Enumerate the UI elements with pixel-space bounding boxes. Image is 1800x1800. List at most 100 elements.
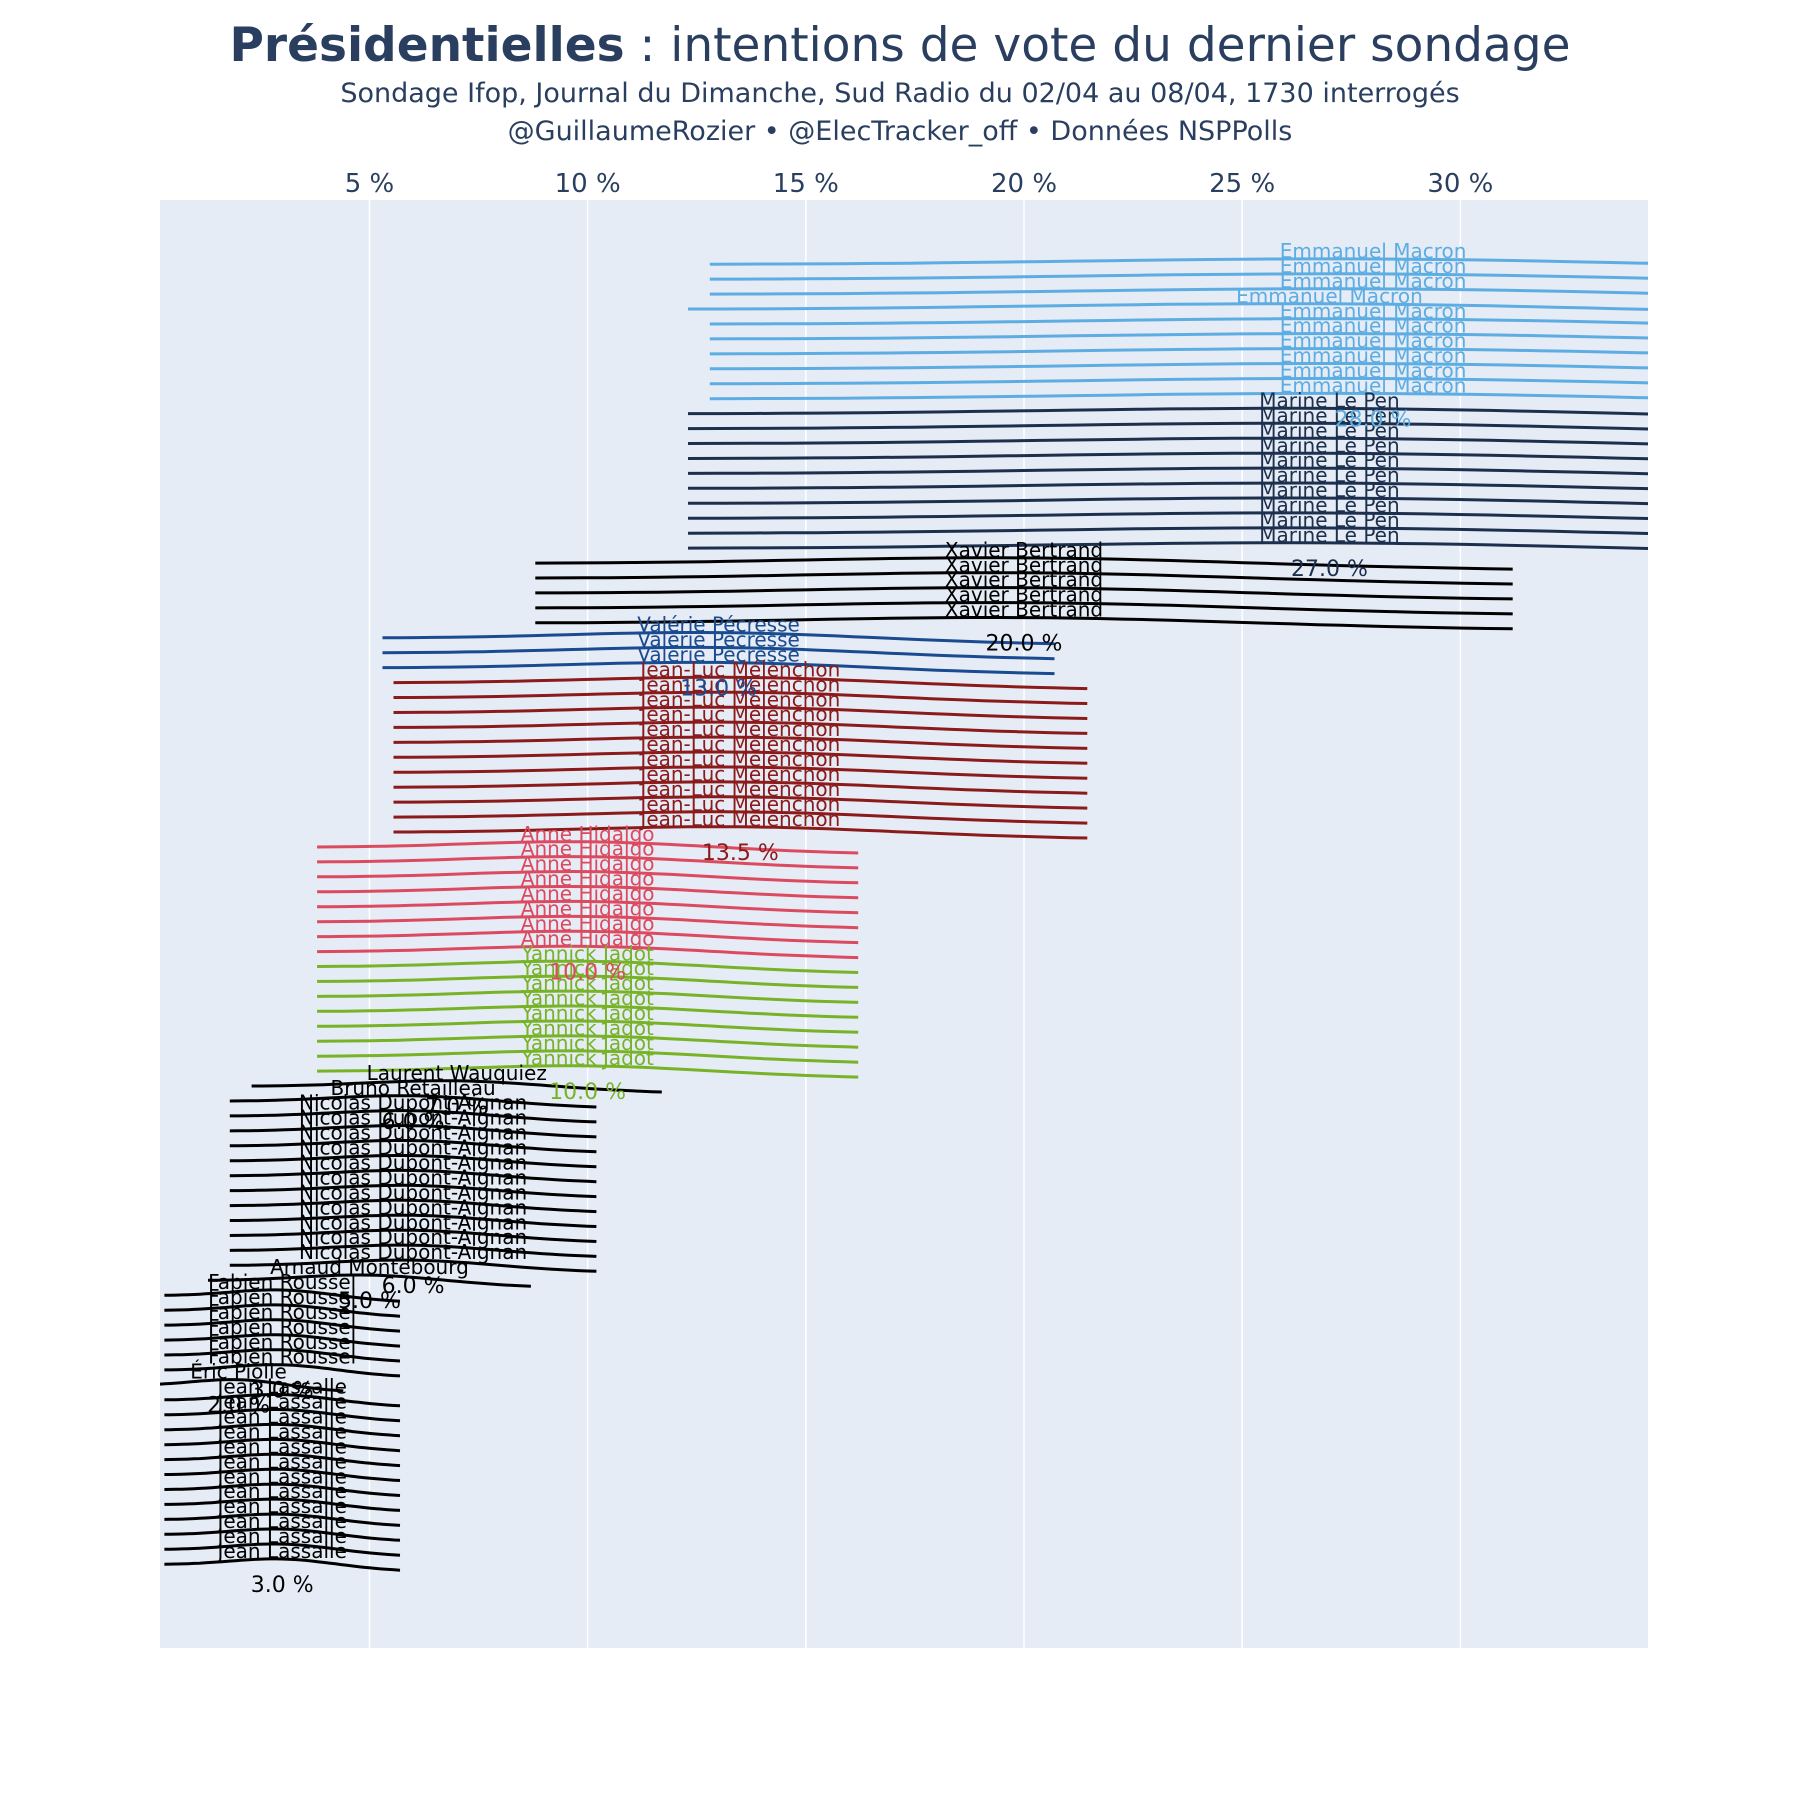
density-curve — [229, 1198, 597, 1214]
candidate-name-label: Nicolas Dupont-Aignan — [299, 1136, 527, 1160]
density-curve — [317, 944, 859, 960]
density-curve — [535, 601, 1513, 616]
density-curve — [393, 735, 1088, 750]
candidate-name-label: Xavier Bertrand — [945, 538, 1103, 562]
density-curve — [535, 586, 1513, 601]
density-curve — [229, 1124, 597, 1139]
density-curve — [393, 810, 1088, 825]
candidate-name-label: Emmanuel Macron — [1280, 359, 1467, 383]
density-curve — [317, 1004, 859, 1019]
value-label: 6.0 % — [382, 1110, 445, 1135]
candidate-name-label: Marine Le Pen — [1259, 388, 1399, 412]
candidate-name-label: Nicolas Dupont-Aignan — [299, 1121, 527, 1145]
density-curve — [229, 1183, 597, 1199]
chart-title: Présidentielles : intentions de vote du … — [0, 18, 1800, 73]
candidate-name-label: Emmanuel Macron — [1280, 239, 1467, 263]
density-curve — [229, 1094, 597, 1109]
candidate-name-label: Jean Lassalle — [215, 1449, 346, 1473]
candidate-name-label: Nicolas Dupont-Aignan — [299, 1106, 527, 1130]
candidate-name-label: Yannick Jadot — [520, 1016, 654, 1040]
density-curve — [709, 257, 1648, 266]
density-curve — [317, 959, 859, 974]
density-curve — [164, 1318, 401, 1333]
candidate-name-label: Marine Le Pen — [1259, 418, 1399, 442]
candidate-name-label: Bruno Retailleau — [330, 1076, 495, 1100]
value-label: 27.0 % — [1291, 557, 1368, 582]
candidate-name-label: Fabien Roussel — [208, 1345, 356, 1369]
value-label: 2.0 % — [207, 1394, 270, 1419]
value-label: 5.0 % — [338, 1289, 401, 1314]
candidate-name-label: Yannick Jadot — [520, 1001, 654, 1025]
density-curve — [317, 929, 859, 945]
value-label: 7.0 % — [425, 1095, 488, 1120]
density-curve — [393, 825, 1088, 840]
candidate-name-label: Emmanuel Macron — [1280, 269, 1467, 293]
candidate-name-label: Marine Le Pen — [1259, 463, 1399, 487]
value-label: 10.0 % — [549, 1080, 626, 1105]
candidate-name-label: Xavier Bertrand — [945, 598, 1103, 622]
candidate-name-label: Xavier Bertrand — [945, 568, 1103, 592]
density-curve — [317, 914, 859, 930]
density-curve — [317, 869, 859, 885]
density-curve — [709, 272, 1648, 281]
density-curve — [229, 1228, 597, 1243]
candidate-name-label: Jean-Luc Mélenchon — [638, 777, 840, 801]
density-curve — [164, 1452, 401, 1468]
x-tick-label: 5 % — [345, 169, 395, 199]
density-curve — [709, 317, 1648, 326]
candidate-name-label: Nicolas Dupont-Aignan — [299, 1180, 527, 1204]
candidate-name-label: Jean Lassalle — [215, 1509, 346, 1533]
candidate-name-label: Jean Lassalle — [215, 1524, 346, 1548]
density-curve — [207, 1273, 531, 1288]
candidate-name-label: Marine Le Pen — [1259, 493, 1399, 517]
candidate-name-label: Marine Le Pen — [1259, 433, 1399, 457]
candidate-name-label: Yannick Jadot — [520, 956, 654, 980]
density-curve — [164, 1333, 401, 1348]
candidate-name-label: Nicolas Dupont-Aignan — [299, 1091, 527, 1115]
density-curve — [164, 1303, 401, 1318]
density-curve — [317, 840, 859, 855]
candidate-name-label: Jean-Luc Mélenchon — [638, 672, 840, 696]
candidate-name-label: Emmanuel Macron — [1280, 344, 1467, 368]
candidate-name-label: Fabien Roussel — [208, 1315, 356, 1339]
curves-group — [160, 257, 1648, 1572]
candidate-name-label: Arnaud Montebourg — [270, 1255, 469, 1279]
x-tick-label: 10 % — [555, 169, 621, 199]
candidate-name-label: Jean Lassalle — [215, 1390, 346, 1414]
candidate-name-label: Anne Hidalgo — [521, 837, 655, 861]
value-label: 3.0 % — [251, 1573, 314, 1598]
candidate-name-label: Jean Lassalle — [215, 1375, 346, 1399]
candidate-name-label: Laurent Wauquiez — [367, 1061, 547, 1085]
candidate-name-label: Anne Hidalgo — [521, 926, 655, 950]
candidate-name-label: Nicolas Dupont-Aignan — [299, 1210, 527, 1234]
density-curve — [164, 1482, 401, 1497]
x-tick-label: 25 % — [1209, 169, 1275, 199]
candidate-name-label: Jean-Luc Mélenchon — [638, 657, 840, 681]
x-tick-label: 15 % — [773, 169, 839, 199]
candidate-name-label: Jean-Luc Mélenchon — [638, 732, 840, 756]
density-curve — [393, 795, 1088, 810]
candidate-name-label: Nicolas Dupont-Aignan — [299, 1165, 527, 1189]
chart-subtitle-source: Sondage Ifop, Journal du Dimanche, Sud R… — [340, 78, 1460, 109]
candidate-name-label: Jean Lassalle — [215, 1419, 346, 1443]
candidate-name-label: Marine Le Pen — [1259, 523, 1399, 547]
density-curve — [164, 1408, 401, 1423]
candidate-name-label: Emmanuel Macron — [1280, 329, 1467, 353]
candidate-name-label: Anne Hidalgo — [521, 882, 655, 906]
candidate-name-label: Yannick Jadot — [520, 971, 654, 995]
density-curve — [164, 1348, 401, 1363]
density-curve — [393, 780, 1088, 795]
candidate-name-label: Emmanuel Macron — [1280, 314, 1467, 338]
density-curve — [535, 556, 1513, 571]
candidate-name-label: Emmanuel Macron — [1280, 299, 1467, 323]
value-label: 3.0 % — [251, 1379, 314, 1404]
density-curve — [687, 541, 1648, 550]
candidate-name-label: Yannick Jadot — [520, 941, 654, 965]
density-curve — [160, 1378, 344, 1393]
density-curve — [229, 1258, 597, 1273]
candidate-name-label: Fabien Roussel — [208, 1285, 356, 1309]
candidate-name-label: Xavier Bertrand — [945, 583, 1103, 607]
candidate-name-label: Marine Le Pen — [1259, 403, 1399, 427]
density-curve — [709, 287, 1648, 296]
chart-title-bold: Présidentielles — [229, 18, 625, 73]
